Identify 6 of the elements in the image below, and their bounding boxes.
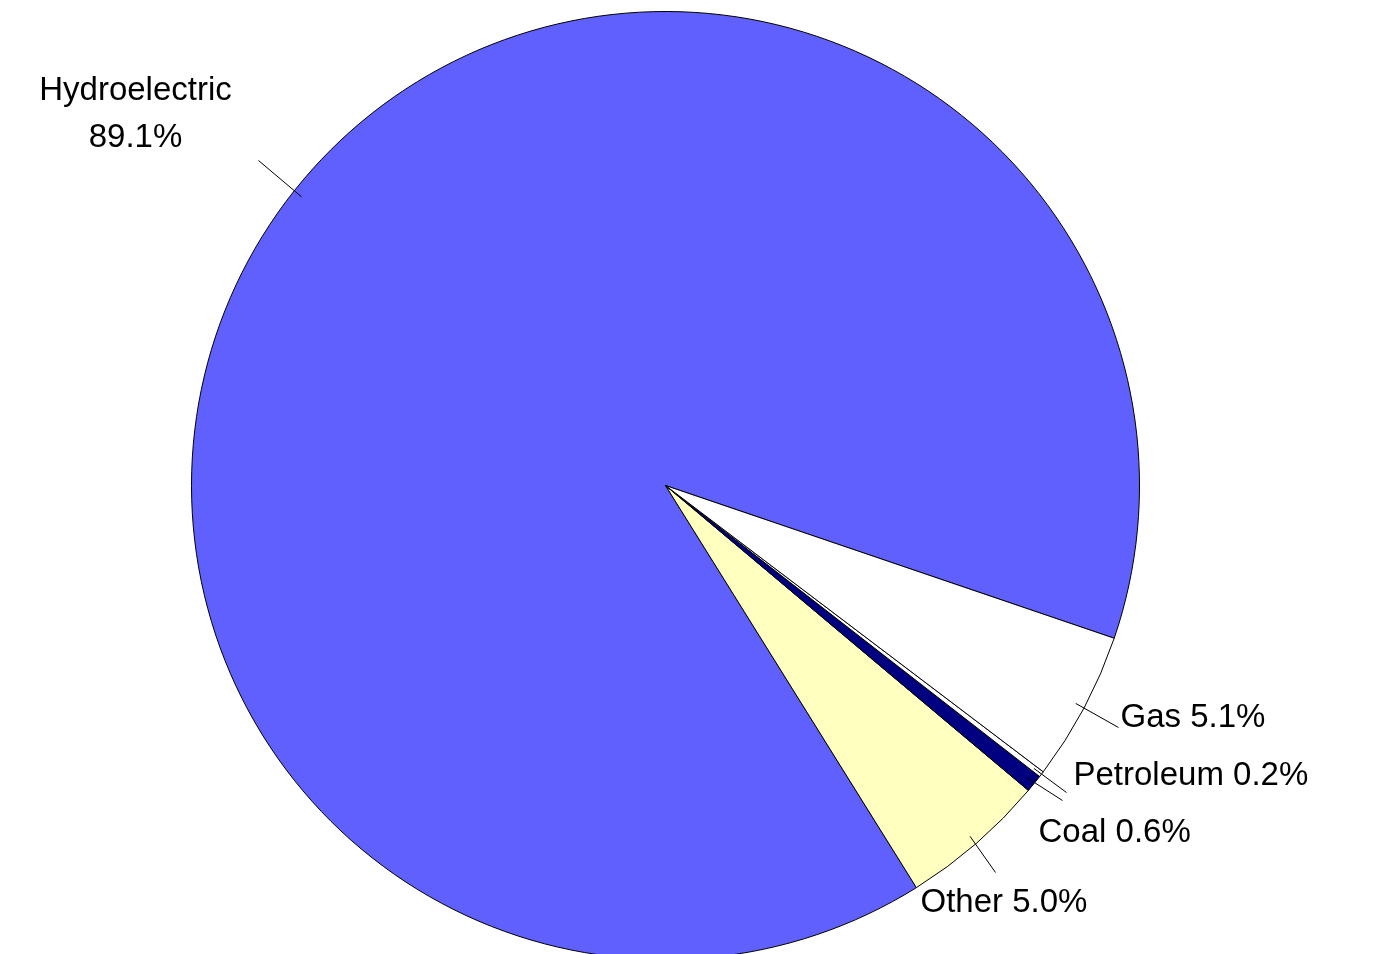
slice-label: Coal 0.6% [1038, 812, 1191, 849]
slice-label: Petroleum 0.2% [1073, 755, 1309, 792]
slice-label: Hydroelectric [39, 70, 232, 107]
data-label: 89.1% [88, 117, 183, 154]
slice-label: Other 5.0% [920, 882, 1088, 919]
slice-label: Gas 5.1% [1120, 697, 1266, 734]
